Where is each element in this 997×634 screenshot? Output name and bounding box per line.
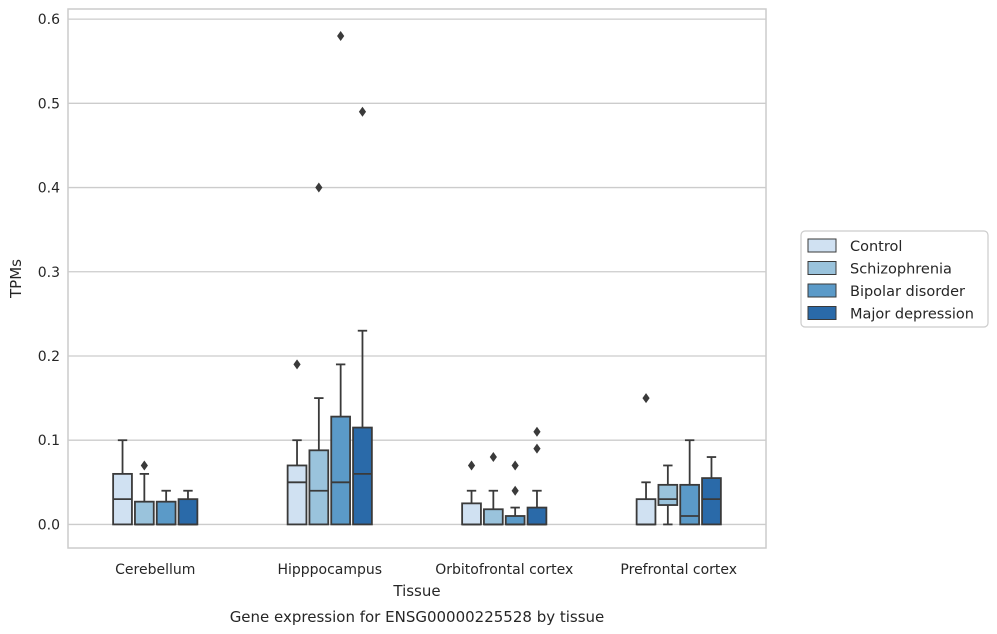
box-body xyxy=(177,498,199,526)
y-tick-label: 0.6 xyxy=(38,12,60,28)
y-tick-label: 0.5 xyxy=(38,96,60,112)
outlier-point xyxy=(511,460,519,471)
box-body xyxy=(701,477,722,526)
box-body xyxy=(635,498,657,526)
box-body xyxy=(679,483,700,526)
box-bipolar-disorder xyxy=(155,489,177,526)
box-schizophrenia xyxy=(483,452,504,526)
outlier-point xyxy=(511,485,519,496)
legend-label: Schizophrenia xyxy=(850,262,952,278)
box-control xyxy=(461,460,482,526)
y-tick-label: 0.1 xyxy=(38,433,60,449)
x-axis-ticks: Cerebellum Hipppocampus Orbitofrontal cort… xyxy=(115,562,737,578)
outlier-point xyxy=(315,182,323,193)
x-axis-label: Tissue xyxy=(392,582,440,600)
outlier-point xyxy=(293,359,301,370)
box-major-depression xyxy=(701,456,722,526)
box-body xyxy=(308,449,330,526)
plot-frame xyxy=(67,8,767,549)
boxes xyxy=(112,30,722,526)
y-tick-label: 0.2 xyxy=(38,349,60,365)
y-tick-label: 0.3 xyxy=(38,265,60,281)
box-body xyxy=(504,515,526,526)
box-body xyxy=(461,502,482,526)
chart-caption: Gene expression for ENSG00000225528 by t… xyxy=(230,608,605,626)
box-major-depression xyxy=(526,426,548,526)
legend-swatch xyxy=(807,283,837,298)
box-major-depression xyxy=(352,106,373,526)
box-bipolar-disorder xyxy=(679,439,700,526)
legend-swatch xyxy=(807,238,837,253)
outlier-point xyxy=(533,443,541,454)
legend-swatch xyxy=(807,306,837,320)
box-bipolar-disorder xyxy=(504,460,526,526)
box-control xyxy=(112,439,133,526)
legend-label: Major depression xyxy=(850,307,974,323)
y-axis-label: TPMs xyxy=(7,259,25,299)
outlier-point xyxy=(489,452,497,463)
box-body xyxy=(330,415,351,526)
box-body xyxy=(155,500,177,526)
x-tick-label: Orbitofrontal cortex xyxy=(435,562,573,578)
box-body xyxy=(286,464,308,526)
box-body xyxy=(134,500,155,526)
legend: Control Schizophrenia Bipolar disorder Majo… xyxy=(800,230,989,328)
y-tick-label: 0.0 xyxy=(38,517,60,533)
gridlines xyxy=(68,18,766,526)
box-control xyxy=(286,359,308,526)
box-schizophrenia xyxy=(308,182,330,526)
legend-swatch xyxy=(807,261,837,275)
box-major-depression xyxy=(177,489,199,526)
box-body xyxy=(483,508,504,526)
box-bipolar-disorder xyxy=(330,30,351,526)
outlier-point xyxy=(358,106,367,117)
legend-frame xyxy=(800,230,989,328)
outlier-point xyxy=(140,460,148,471)
x-tick-label: Hipppocampus xyxy=(277,562,382,578)
box-body xyxy=(657,483,679,506)
x-tick-label: Prefrontal cortex xyxy=(620,562,737,578)
box-schizophrenia xyxy=(134,460,155,526)
box-body xyxy=(352,426,373,526)
x-tick-label: Cerebellum xyxy=(115,562,195,578)
legend-label: Control xyxy=(850,239,902,255)
outlier-point xyxy=(467,460,476,471)
y-axis-ticks: 0.0 0.1 0.2 0.3 0.4 0.5 0.6 xyxy=(38,12,60,533)
outlier-point xyxy=(533,426,541,437)
box-body xyxy=(526,506,548,526)
outlier-point xyxy=(337,30,345,41)
legend-label: Bipolar disorder xyxy=(850,284,965,300)
y-tick-label: 0.4 xyxy=(38,181,60,197)
box-control xyxy=(635,393,657,526)
box-schizophrenia xyxy=(657,464,679,526)
outlier-point xyxy=(642,393,650,404)
